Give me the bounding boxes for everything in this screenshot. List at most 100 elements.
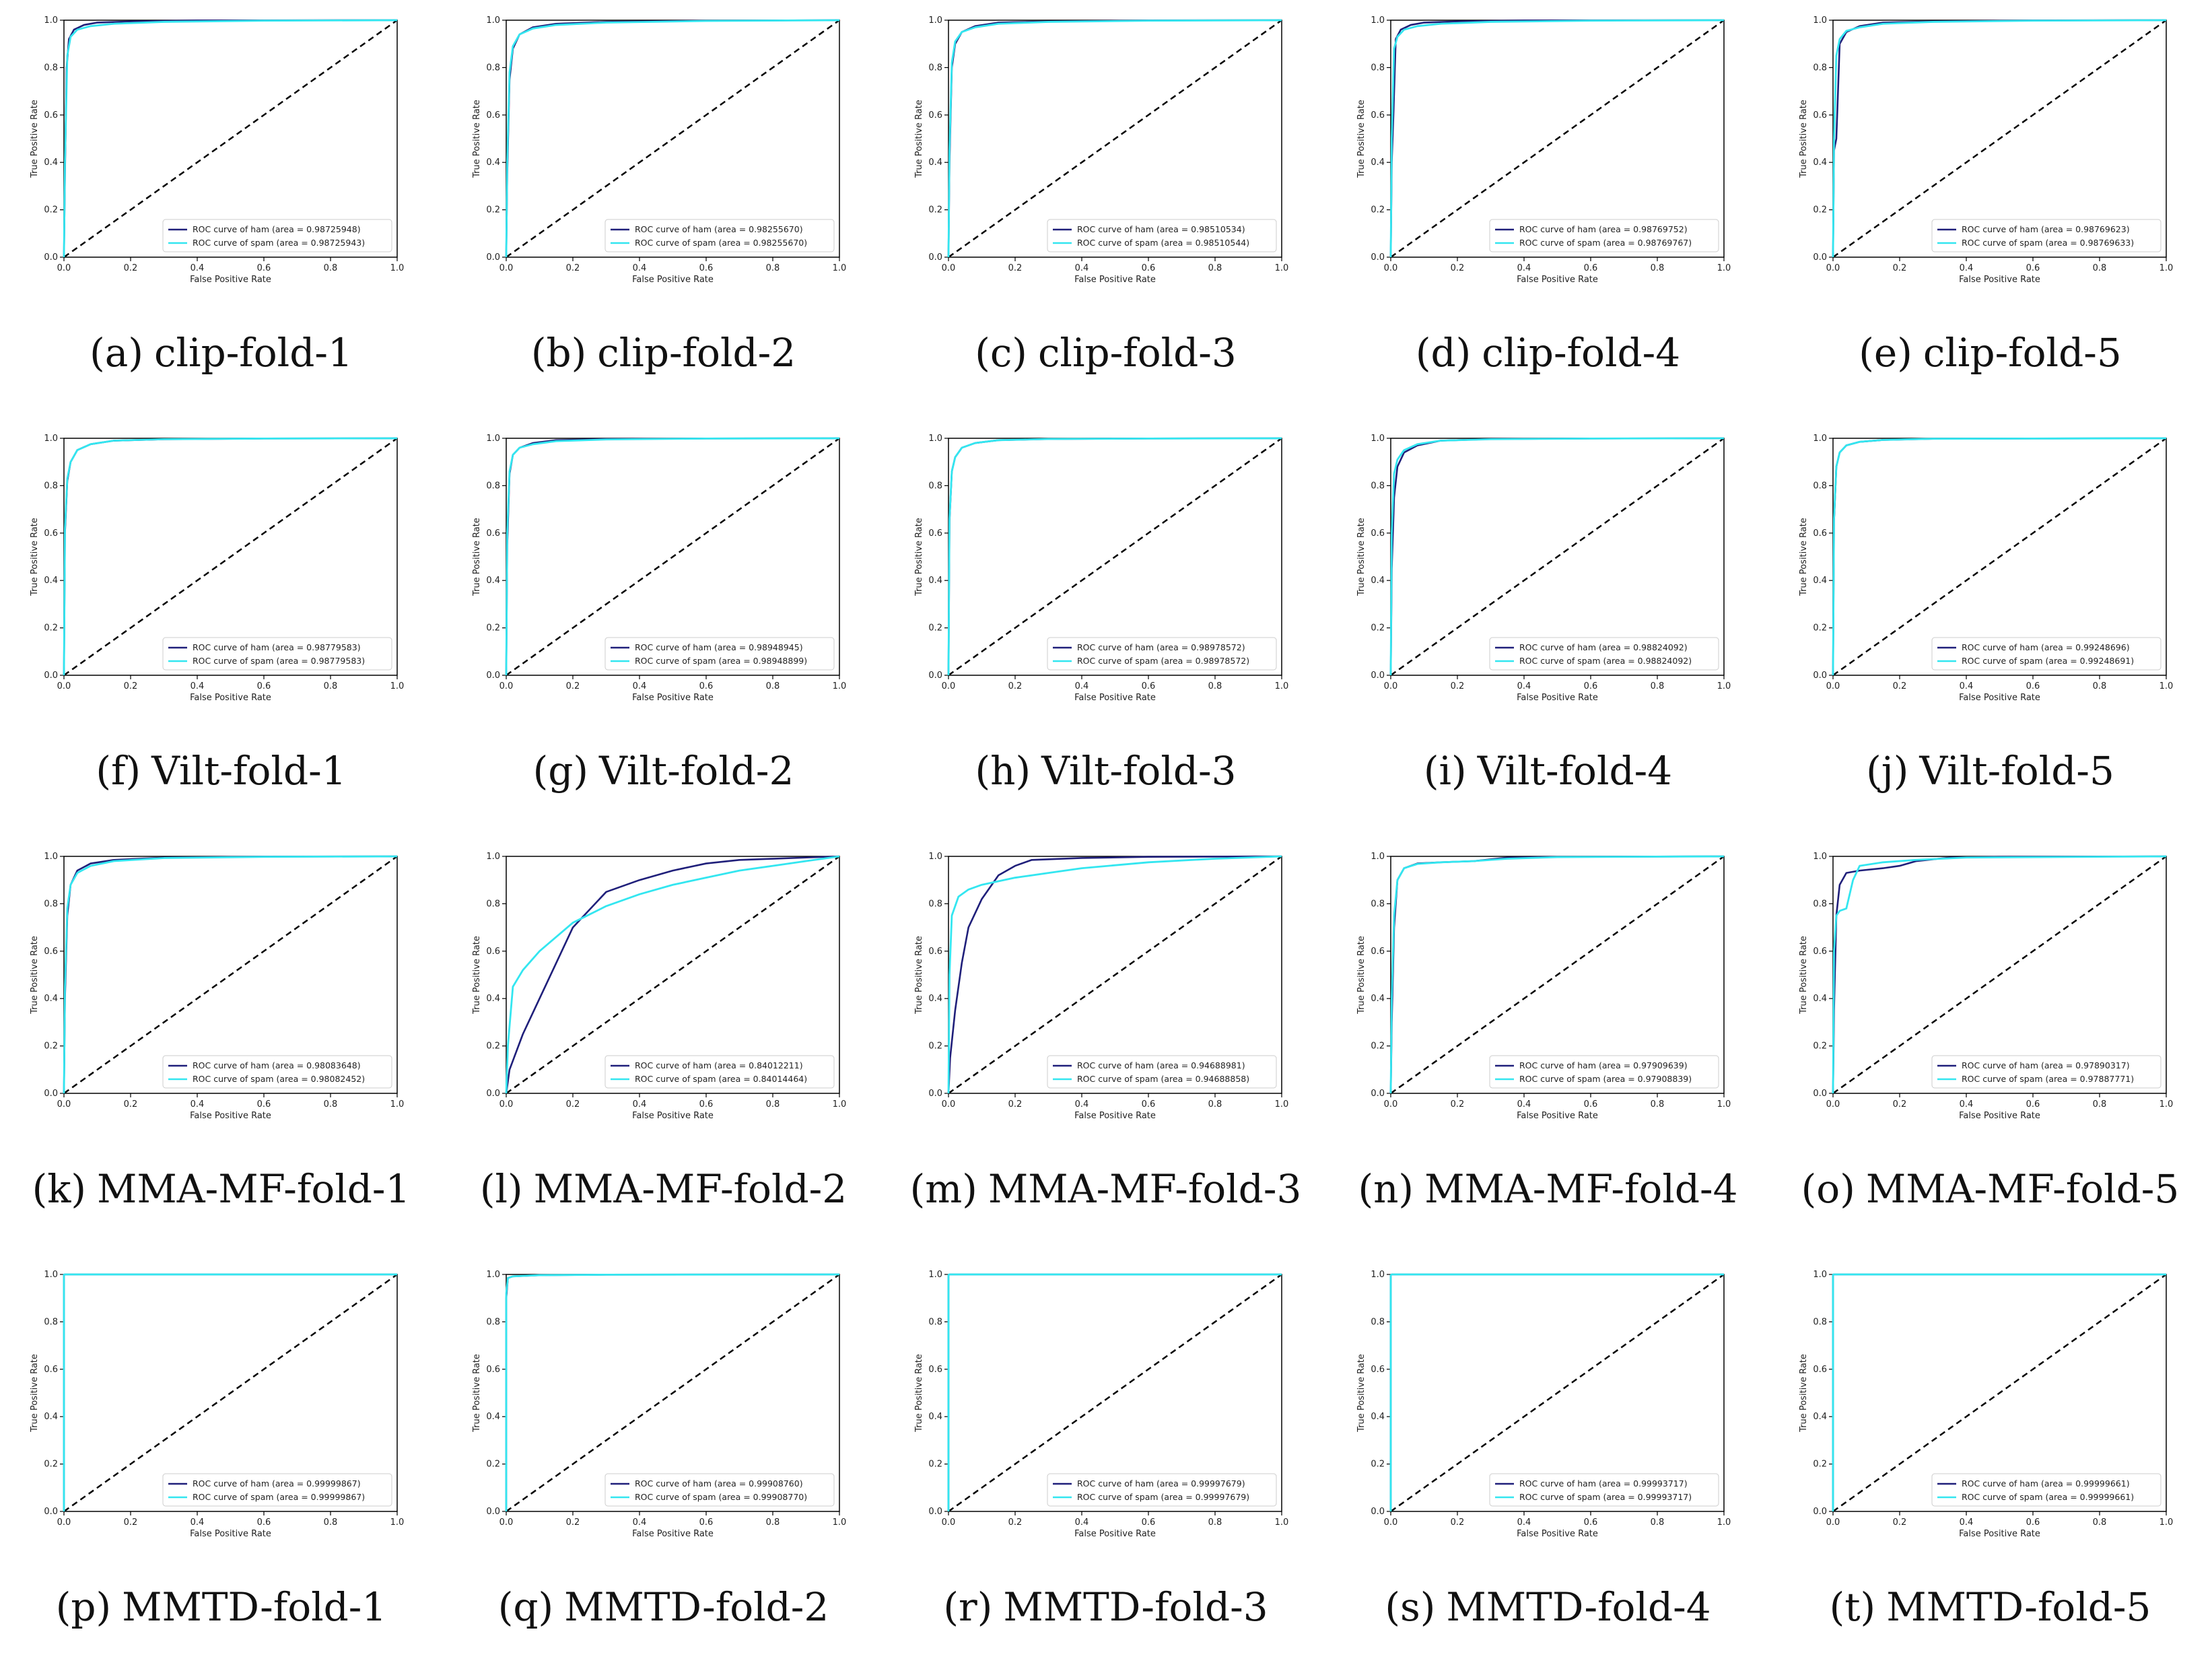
roc-chart: 0.0 0.2 0.4 0.6 0.8 1.0 0.0 0.2 0.4 0.6 0.8 1.0 Fals…: [472, 1270, 846, 1539]
legend-entry-ham: ROC curve of ham (area = 0.98978572): [1077, 642, 1245, 652]
legend-entry-spam: ROC curve of spam (area = 0.98255670): [635, 238, 807, 248]
legend-entry-spam: ROC curve of spam (area = 0.97887771): [1962, 1074, 2134, 1084]
legend-box: [1047, 1055, 1277, 1089]
legend-entry-spam: ROC curve of spam (area = 0.99993717): [1519, 1492, 1692, 1502]
y-tick-label: 0.8: [1813, 1317, 1827, 1327]
x-tick-label: 0.8: [2093, 263, 2107, 273]
y-axis-label: True Positive Rate: [1356, 100, 1367, 178]
panel-caption: (r) MMTD-fold-3: [885, 1584, 1327, 1630]
roc-line-spam: [63, 1273, 397, 1511]
y-tick-label: 1.0: [1371, 15, 1385, 26]
legend-entry-ham: ROC curve of ham (area = 0.98779583): [193, 642, 361, 652]
caption-tag: (n): [1358, 1166, 1414, 1212]
x-tick-label: 1.0: [1717, 681, 1731, 691]
x-tick-label: 1.0: [833, 263, 847, 273]
y-tick-label: 1.0: [1371, 1270, 1385, 1280]
y-tick-label: 0.4: [44, 576, 58, 586]
chance-diagonal: [1390, 19, 1725, 259]
x-tick-label: 0.0: [499, 681, 514, 691]
y-tick-label: 0.8: [928, 1317, 942, 1327]
legend-box: [162, 1473, 392, 1507]
legend-entry-spam: ROC curve of spam (area = 0.98082452): [193, 1074, 365, 1084]
roc-panel-f: 0.0 0.2 0.4 0.6 0.8 1.0 0.0 0.2 0.4 0.6 0.8 1.0 Fals…: [0, 418, 442, 836]
panel-caption: (b) clip-fold-2: [442, 330, 885, 376]
y-tick-label: 1.0: [1813, 15, 1827, 26]
chance-diagonal: [63, 855, 398, 1095]
y-axis-label: True Positive Rate: [1799, 518, 1809, 596]
caption-text: clip-fold-5: [1923, 330, 2122, 376]
x-tick-label: 0.4: [191, 263, 205, 273]
x-tick-label: 0.4: [191, 1099, 205, 1109]
x-tick-label: 0.6: [2026, 1099, 2040, 1109]
y-tick-label: 0.6: [1371, 1365, 1385, 1375]
x-axis-label: False Positive Rate: [1959, 1111, 2040, 1121]
x-tick-label: 0.4: [1517, 1099, 1531, 1109]
y-tick-label: 0.6: [928, 947, 942, 957]
x-tick-label: 0.0: [57, 681, 71, 691]
y-tick-label: 0.8: [44, 481, 58, 491]
y-tick-label: 0.0: [44, 252, 58, 263]
x-tick-label: 0.4: [633, 681, 647, 691]
y-tick-label: 1.0: [928, 434, 942, 444]
caption-text: clip-fold-1: [153, 330, 353, 376]
x-tick-label: 0.6: [699, 263, 714, 273]
x-tick-label: 0.6: [257, 1099, 271, 1109]
y-axis-label: True Positive Rate: [1356, 936, 1367, 1015]
y-axis-label: True Positive Rate: [1356, 1354, 1367, 1433]
legend-box: [1931, 637, 2162, 671]
chance-diagonal: [1390, 1273, 1725, 1513]
x-tick-label: 1.0: [2159, 1517, 2174, 1528]
caption-text: Vilt-fold-3: [1041, 748, 1237, 794]
caption-text: Vilt-fold-2: [598, 748, 794, 794]
y-tick-label: 0.6: [486, 1365, 500, 1375]
y-tick-label: 0.6: [486, 110, 500, 121]
x-tick-label: 0.2: [566, 1099, 580, 1109]
x-axis-label: False Positive Rate: [1074, 1111, 1156, 1121]
y-tick-label: 1.0: [44, 15, 58, 26]
roc-chart: 0.0 0.2 0.4 0.6 0.8 1.0 0.0 0.2 0.4 0.6 0.8 1.0 Fals…: [1356, 1270, 1731, 1539]
roc-panel-n: 0.0 0.2 0.4 0.6 0.8 1.0 0.0 0.2 0.4 0.6 0.8 1.0 Fals…: [1327, 836, 1769, 1254]
x-tick-label: 0.2: [124, 1517, 138, 1528]
x-tick-label: 0.0: [1826, 1099, 1840, 1109]
legend-entry-spam: ROC curve of spam (area = 0.98824092): [1519, 656, 1692, 666]
caption-text: clip-fold-4: [1482, 330, 1681, 376]
x-tick-label: 1.0: [1275, 1099, 1289, 1109]
y-tick-label: 0.6: [1813, 947, 1827, 957]
y-axis-label: True Positive Rate: [472, 518, 482, 596]
y-tick-label: 0.2: [1813, 1460, 1827, 1470]
roc-chart: 0.0 0.2 0.4 0.6 0.8 1.0 0.0 0.2 0.4 0.6 0.8 1.0 Fals…: [30, 15, 404, 285]
x-tick-label: 0.2: [1008, 263, 1023, 273]
legend-entry-ham: ROC curve of ham (area = 0.98769623): [1962, 224, 2130, 234]
legend-entry-spam: ROC curve of spam (area = 0.99908770): [635, 1492, 807, 1502]
caption-tag: (q): [497, 1584, 554, 1630]
x-tick-label: 0.8: [2093, 1517, 2107, 1528]
caption-tag: (t): [1829, 1584, 1876, 1630]
x-tick-label: 0.8: [1208, 263, 1222, 273]
chance-diagonal: [948, 437, 1282, 677]
y-tick-label: 0.6: [44, 947, 58, 957]
x-tick-label: 1.0: [1717, 1099, 1731, 1109]
legend-entry-spam: ROC curve of spam (area = 0.99997679): [1077, 1492, 1249, 1502]
x-axis-label: False Positive Rate: [1959, 275, 2040, 285]
y-tick-label: 0.2: [1371, 1042, 1385, 1052]
caption-text: clip-fold-3: [1037, 330, 1237, 376]
x-tick-label: 0.6: [2026, 1517, 2040, 1528]
y-tick-label: 0.0: [44, 1089, 58, 1099]
y-tick-label: 0.8: [44, 1317, 58, 1327]
x-tick-label: 0.2: [124, 1099, 138, 1109]
legend-entry-spam: ROC curve of spam (area = 0.98948899): [635, 656, 807, 666]
legend-box: [1047, 637, 1277, 671]
x-tick-label: 0.6: [257, 263, 271, 273]
x-tick-label: 1.0: [833, 1099, 847, 1109]
y-tick-label: 0.2: [44, 623, 58, 634]
roc-panel-o: 0.0 0.2 0.4 0.6 0.8 1.0 0.0 0.2 0.4 0.6 0.8 1.0 Fals…: [1769, 836, 2211, 1254]
roc-chart: 0.0 0.2 0.4 0.6 0.8 1.0 0.0 0.2 0.4 0.6 0.8 1.0 Fals…: [914, 15, 1288, 285]
x-tick-label: 0.0: [57, 1517, 71, 1528]
x-tick-label: 1.0: [2159, 263, 2174, 273]
y-tick-label: 0.8: [1371, 1317, 1385, 1327]
roc-line-spam: [947, 1273, 1282, 1511]
y-tick-label: 0.8: [486, 481, 500, 491]
legend-box: [1489, 1473, 1719, 1507]
y-axis-label: True Positive Rate: [1799, 100, 1809, 178]
roc-chart: 0.0 0.2 0.4 0.6 0.8 1.0 0.0 0.2 0.4 0.6 0.8 1.0 Fals…: [914, 852, 1289, 1121]
